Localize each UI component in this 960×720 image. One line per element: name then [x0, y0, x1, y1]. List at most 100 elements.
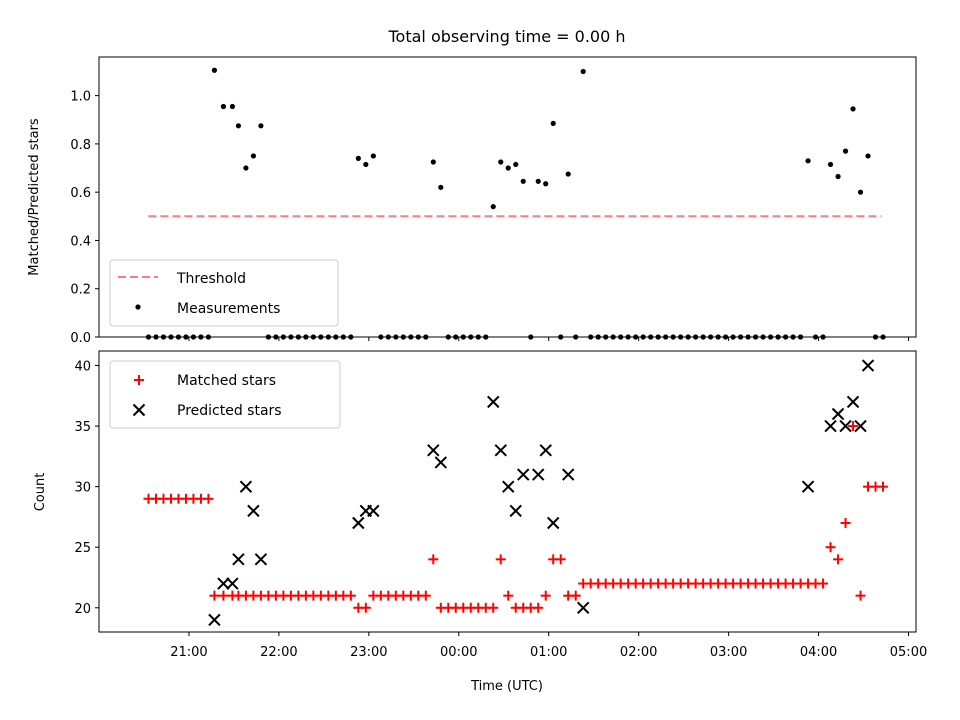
predicted-star-point [576, 601, 590, 614]
measurement-point [618, 334, 624, 340]
measurement-point [355, 155, 361, 161]
measurement-point [558, 334, 564, 340]
measurement-point [655, 334, 661, 340]
measurement-point [880, 334, 886, 340]
matched-star-point [540, 590, 551, 601]
predicted-star-point [208, 613, 221, 627]
x-tick-label: 23:00 [350, 645, 387, 660]
matched-star-point [428, 554, 439, 565]
measurement-point [663, 334, 669, 340]
measurement-point [595, 334, 601, 340]
predicted-star-point [509, 504, 522, 518]
matched-star-point [495, 554, 506, 565]
measurement-point [580, 68, 586, 75]
predicted-star-point [254, 553, 268, 566]
measurement-point [565, 171, 571, 177]
measurement-point [258, 123, 264, 129]
predicted-star-point [487, 395, 500, 409]
measurement-point [505, 165, 511, 171]
measurement-point [708, 334, 714, 340]
legend: Matched stars Predicted stars [109, 360, 341, 429]
predicted-star-point [824, 419, 837, 433]
measurement-point [393, 334, 399, 340]
predicted-star-point [532, 468, 545, 481]
measurement-point [723, 334, 729, 340]
measurement-point [423, 334, 429, 340]
y-tick-label: 30 [74, 481, 91, 496]
measurement-point [790, 334, 796, 340]
predicted-star-point [239, 480, 253, 493]
measurement-point [827, 161, 834, 168]
measurement-point [303, 334, 309, 340]
measurement-point [340, 334, 346, 340]
y-tick-label: 25 [74, 541, 91, 556]
measurement-point [760, 334, 766, 340]
measurement-point [385, 334, 391, 340]
measurement-point [812, 334, 819, 340]
matched-star-point [360, 602, 371, 613]
predicted-star-point [494, 444, 507, 457]
predicted-star-point [232, 553, 245, 566]
measurement-point [273, 334, 279, 340]
measurement-point [520, 178, 526, 184]
predicted-star-point [801, 480, 815, 493]
predicted-star-point [854, 419, 867, 433]
measurement-point [498, 159, 504, 165]
top-panel: 0.0 0.2 0.4 0.6 0.8 1.0 Threshold Measurements [70, 56, 917, 346]
measurement-point [175, 334, 182, 340]
legend-measurements-label: Measurements [177, 301, 280, 317]
measurement-point [715, 334, 721, 340]
legend-matched-label: Matched stars [177, 373, 276, 389]
matched-star-point [203, 493, 214, 504]
measurement-point [288, 334, 294, 340]
measurement-point [528, 334, 534, 340]
y-tick-label: 1.0 [70, 90, 91, 105]
measurement-point [842, 148, 849, 154]
measurement-point [543, 181, 549, 187]
predicted-star-point [247, 504, 260, 518]
measurement-point [453, 334, 459, 340]
measurement-point [250, 153, 257, 159]
measurement-point [229, 103, 236, 110]
measurement-point [318, 334, 324, 340]
matched-star-point [345, 590, 356, 601]
matched-star-point [420, 590, 431, 601]
legend-predicted-swatch [132, 403, 146, 417]
matched-star-point [878, 481, 889, 492]
legend: Threshold Measurements [109, 259, 339, 327]
matched-star-point [825, 542, 836, 553]
predicted-star-point [831, 407, 845, 421]
y-tick-label: 35 [74, 420, 91, 435]
y-tick-label: 0.8 [70, 138, 91, 153]
measurement-point [797, 334, 804, 340]
predicted-star-point [539, 444, 552, 457]
legend-box [109, 259, 339, 327]
predicted-star-point [502, 480, 515, 493]
measurement-point [633, 334, 639, 340]
measurement-point [160, 334, 167, 340]
measurement-point [205, 334, 212, 340]
predicted-star-point [517, 468, 530, 481]
predicted-star-point [427, 444, 440, 457]
measurement-point [625, 334, 631, 340]
predicted-star-point [217, 577, 230, 590]
matched-star-point [503, 590, 514, 601]
measurement-point [610, 334, 616, 340]
measurement-point [153, 334, 159, 340]
measurement-point [767, 334, 774, 340]
legend-box [109, 360, 341, 429]
measurement-point [752, 334, 759, 340]
matched-star-point [555, 554, 566, 565]
measurement-point [325, 334, 331, 340]
legend-predicted-label: Predicted stars [177, 403, 282, 419]
x-tick-label: 05:00 [890, 645, 927, 660]
measurement-point [211, 67, 218, 73]
matched-star-point [488, 602, 499, 613]
legend-measurements-swatch [135, 304, 141, 310]
measurement-point [445, 334, 451, 340]
bottom-panel: 20 25 30 35 40 21:00 22:00 23:00 00:00 01:00 02:00… [74, 350, 927, 660]
measurement-point [573, 334, 579, 340]
matched-star-point [840, 517, 851, 528]
measurement-point [220, 103, 227, 110]
measurement-point [183, 334, 189, 340]
